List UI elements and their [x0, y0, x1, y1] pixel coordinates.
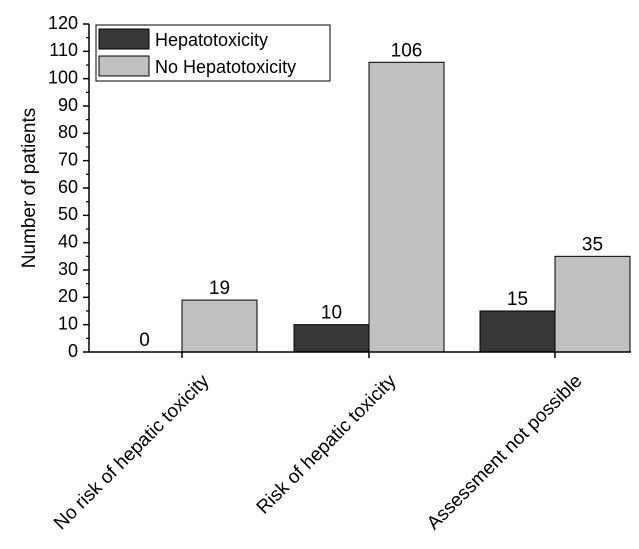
y-tick-label: 20	[58, 286, 78, 306]
x-tick-label-no-risk-of-hepatic-toxicity: No risk of hepatic toxicity	[50, 370, 214, 534]
bar-hepatotoxicity-risk-of-hepatic-toxicity	[293, 324, 370, 353]
bar-hepatotoxicity-assessment-not-possible	[479, 310, 556, 353]
bar-no-hepatotoxicity-risk-of-hepatic-toxicity	[368, 61, 445, 353]
y-tick-label: 30	[58, 259, 78, 279]
y-tick-label: 70	[58, 149, 78, 169]
data-label-no-hepatotoxicity-assessment-not-possible: 35	[582, 234, 603, 255]
y-ticks-layer: 0 10 20 30 40 50 60 70 80 90 100 110 120	[48, 13, 89, 361]
data-label-no-hepatotoxicity-risk-of-hepatic-toxicity: 106	[391, 40, 423, 61]
y-tick-label: 50	[58, 204, 78, 224]
y-tick-label: 90	[58, 95, 78, 115]
x-tick-label-risk-of-hepatic-toxicity: Risk of hepatic toxicity	[253, 370, 401, 518]
x-ticks-layer: No risk of hepatic toxicity Risk of hepat…	[50, 352, 587, 534]
data-label-hepatotoxicity-no-risk-of-hepatic-toxicity: 0	[139, 330, 150, 351]
data-labels-layer: 0 10 15 19 106 35	[139, 40, 603, 351]
x-tick-label-assessment-not-possible: Assessment not possible	[423, 371, 586, 534]
data-label-no-hepatotoxicity-no-risk-of-hepatic-toxicity: 19	[209, 278, 230, 299]
y-tick-label: 100	[48, 67, 78, 87]
y-tick-label: 60	[58, 177, 78, 197]
legend-swatch-no-hepatotoxicity	[98, 55, 150, 77]
legend-label-no-hepatotoxicity: No Hepatotoxicity	[155, 57, 296, 77]
y-tick-label: 0	[68, 341, 78, 361]
legend: Hepatotoxicity No Hepatotoxicity	[95, 24, 331, 82]
data-label-hepatotoxicity-risk-of-hepatic-toxicity: 10	[321, 303, 342, 324]
y-tick-label: 110	[49, 40, 78, 60]
bars-layer	[181, 61, 631, 353]
y-tick-label: 120	[48, 13, 78, 33]
y-axis-label: Number of patients	[19, 108, 40, 269]
bar-no-hepatotoxicity-assessment-not-possible	[554, 255, 631, 353]
y-tick-label: 10	[58, 313, 78, 333]
legend-swatch-hepatotoxicity	[98, 28, 150, 50]
y-tick-label: 80	[58, 122, 78, 142]
y-tick-label: 40	[58, 231, 78, 251]
legend-label-hepatotoxicity: Hepatotoxicity	[155, 30, 268, 50]
data-label-hepatotoxicity-assessment-not-possible: 15	[507, 289, 528, 310]
bar-no-hepatotoxicity-no-risk-of-hepatic-toxicity	[181, 299, 258, 353]
